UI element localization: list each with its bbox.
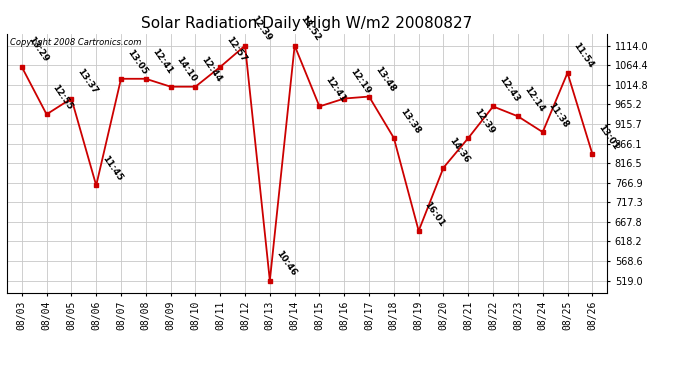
Text: 14:36: 14:36 bbox=[448, 136, 471, 165]
Text: 12:19: 12:19 bbox=[348, 67, 373, 96]
Text: 14:10: 14:10 bbox=[175, 55, 199, 84]
Text: 11:38: 11:38 bbox=[547, 101, 571, 129]
Text: 13:29: 13:29 bbox=[26, 36, 50, 64]
Text: 13:38: 13:38 bbox=[398, 106, 422, 135]
Text: 13:48: 13:48 bbox=[373, 65, 397, 94]
Text: 13:05: 13:05 bbox=[125, 48, 149, 76]
Text: 12:55: 12:55 bbox=[51, 83, 75, 111]
Title: Solar Radiation Daily High W/m2 20080827: Solar Radiation Daily High W/m2 20080827 bbox=[141, 16, 473, 31]
Text: 16:01: 16:01 bbox=[423, 200, 446, 228]
Text: 12:39: 12:39 bbox=[249, 14, 273, 43]
Text: 13:37: 13:37 bbox=[76, 67, 99, 96]
Text: 10:46: 10:46 bbox=[274, 249, 298, 278]
Text: 12:44: 12:44 bbox=[199, 55, 224, 84]
Text: 12:14: 12:14 bbox=[522, 85, 546, 114]
Text: 11:54: 11:54 bbox=[572, 41, 595, 70]
Text: 12:39: 12:39 bbox=[473, 106, 496, 135]
Text: 12:57: 12:57 bbox=[224, 36, 248, 64]
Text: 12:43: 12:43 bbox=[497, 75, 521, 104]
Text: 13:52: 13:52 bbox=[299, 14, 323, 43]
Text: Copyright 2008 Cartronics.com: Copyright 2008 Cartronics.com bbox=[10, 38, 141, 46]
Text: 13:01: 13:01 bbox=[596, 123, 620, 151]
Text: 12:41: 12:41 bbox=[324, 75, 348, 104]
Text: 11:45: 11:45 bbox=[100, 154, 124, 183]
Text: 12:41: 12:41 bbox=[150, 47, 174, 76]
